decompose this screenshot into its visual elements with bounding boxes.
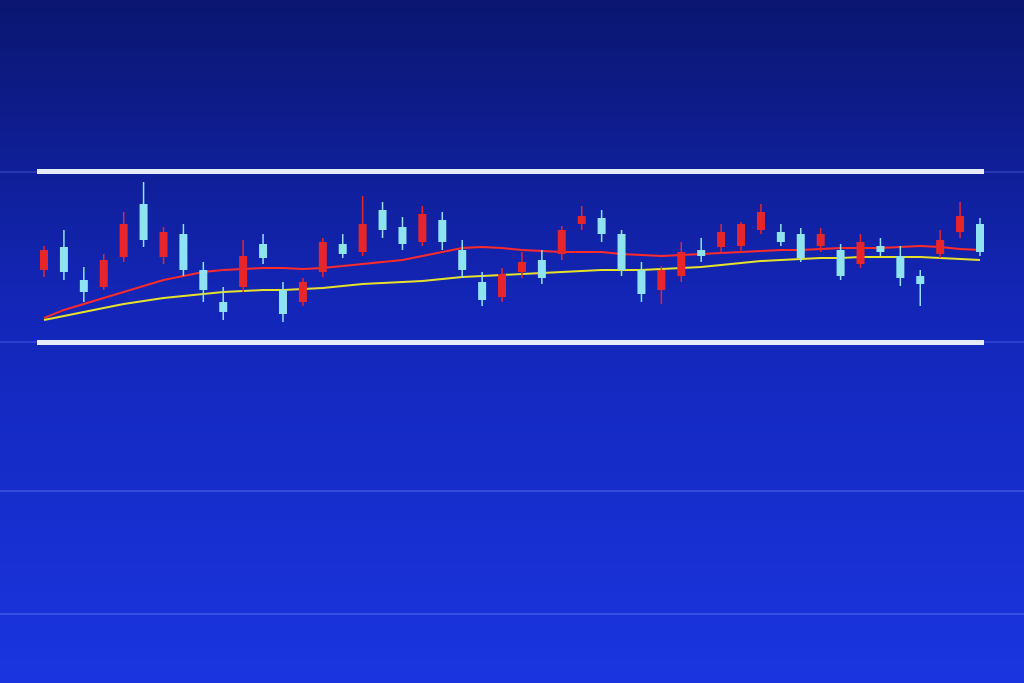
candle-body — [239, 256, 248, 287]
candle-body — [617, 234, 626, 270]
candle-body — [956, 216, 965, 232]
candle-body — [458, 250, 467, 270]
candle-body — [119, 224, 128, 257]
candle-body — [59, 247, 68, 272]
candle-body — [278, 290, 287, 314]
candle-body — [398, 227, 407, 244]
candle-body — [99, 260, 108, 287]
candle-body — [298, 282, 307, 302]
candle-body — [916, 276, 925, 284]
candle-body — [219, 302, 228, 312]
candle-body — [259, 244, 268, 258]
candle-body — [139, 204, 148, 240]
candle-body — [557, 230, 566, 254]
candle-body — [836, 250, 845, 276]
candle-body — [976, 224, 984, 252]
candle-body — [597, 218, 606, 234]
candle-body — [478, 282, 487, 300]
band-bottom — [37, 340, 984, 345]
candle-body — [856, 242, 865, 264]
candle-body — [796, 234, 805, 258]
candle-body — [936, 240, 945, 254]
candle-body — [896, 256, 905, 278]
candle-body — [358, 224, 367, 252]
candle-body — [657, 270, 666, 290]
candle-body — [498, 274, 507, 297]
candle-body — [179, 234, 188, 270]
candle-body — [418, 214, 427, 242]
candle-body — [776, 232, 785, 242]
candle-body — [737, 224, 746, 246]
candle-body — [79, 280, 88, 292]
candle-body — [537, 260, 546, 278]
candle-body — [338, 244, 347, 254]
candle-body — [756, 212, 765, 230]
candle-body — [677, 252, 686, 276]
candle-body — [876, 246, 885, 252]
candle-body — [438, 220, 447, 242]
candle-body — [40, 250, 48, 270]
candle-body — [159, 232, 168, 257]
band-top — [37, 169, 984, 174]
candle-body — [378, 210, 387, 230]
candle-body — [717, 232, 726, 247]
candle-body — [637, 270, 646, 294]
candle-body — [816, 234, 825, 246]
candle-body — [697, 250, 706, 256]
moving-average — [43, 256, 981, 321]
candle-body — [517, 262, 526, 272]
candle-body — [318, 242, 327, 272]
candle-body — [577, 216, 586, 224]
candle-body — [199, 270, 208, 290]
